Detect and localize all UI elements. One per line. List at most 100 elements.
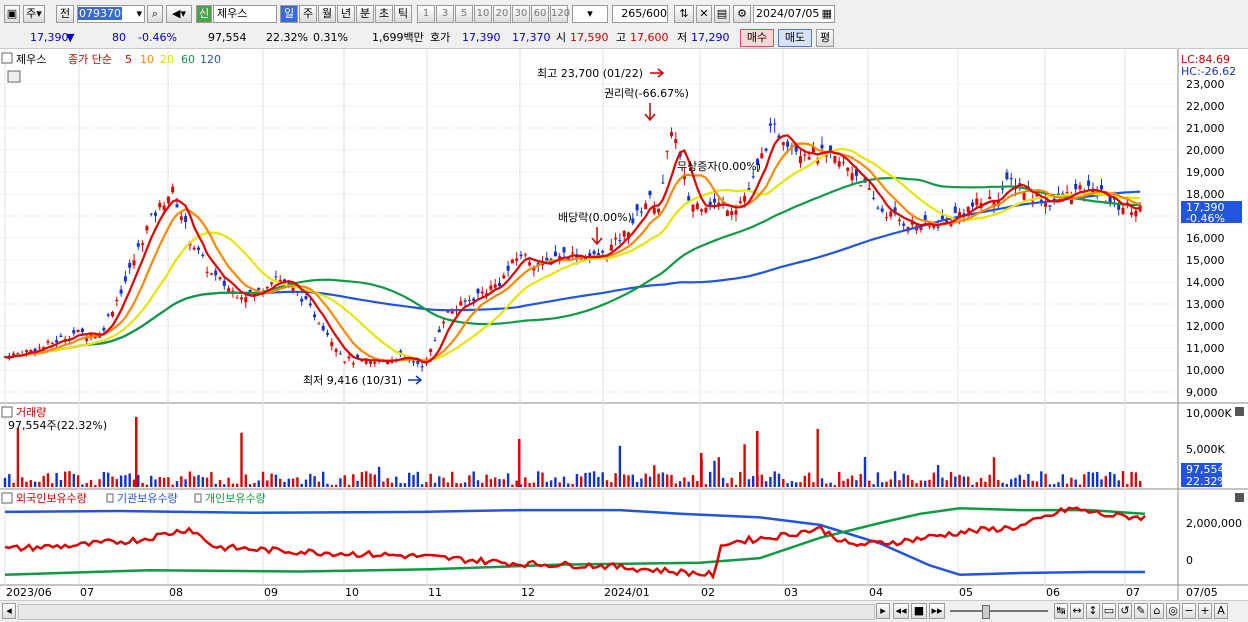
interval-tab-1[interactable]: 3 — [436, 5, 454, 23]
chart-icon[interactable]: ▣ — [4, 5, 20, 23]
interval-tab-7[interactable]: 120 — [550, 5, 570, 23]
x-axis-label: 12 — [521, 586, 535, 599]
period-tab-4[interactable]: 분 — [356, 5, 374, 23]
volume-bar — [489, 479, 493, 487]
period-tab-3[interactable]: 년 — [337, 5, 355, 23]
volume-bar — [889, 479, 892, 487]
rewind-icon[interactable]: ◂◂ — [893, 603, 909, 619]
sell-button[interactable]: 매도 — [778, 29, 812, 47]
volume-bar — [850, 475, 854, 487]
mode-week-dropdown[interactable]: 주▾ — [23, 5, 45, 23]
mode-all-button[interactable]: 전 — [56, 5, 74, 23]
zoom-slider[interactable] — [950, 610, 1048, 612]
volume-bar — [906, 475, 910, 487]
volume-bar — [945, 480, 948, 487]
candle-body — [1022, 192, 1026, 200]
volume-bar — [949, 472, 953, 487]
tool-7-icon[interactable]: ⌂ — [1150, 603, 1164, 619]
zoom-out-icon[interactable]: − — [1182, 603, 1196, 619]
volume-bar — [214, 483, 217, 487]
candle-body — [442, 321, 446, 324]
candle-body — [313, 314, 317, 318]
candle-body — [506, 265, 510, 271]
scroll-left-icon[interactable]: ◂ — [2, 603, 16, 619]
chart-area[interactable]: 23,00022,00021,00020,00019,00018,00017,0… — [0, 49, 1248, 600]
candle-body — [274, 276, 278, 278]
volume-bar — [1048, 484, 1052, 487]
panel-menu-icon[interactable] — [1, 52, 13, 64]
ma-legend-5: 5 — [125, 53, 132, 66]
crosshair-icon[interactable]: ✕ — [696, 5, 712, 23]
compare-icon[interactable]: ⇅ — [674, 5, 694, 23]
scroll-right-icon[interactable]: ▸ — [876, 603, 890, 619]
save-icon[interactable]: ▤ — [714, 5, 730, 23]
interval-tab-6[interactable]: 60 — [531, 5, 549, 23]
search-icon[interactable]: ⌕ — [147, 5, 163, 23]
text-tool-icon[interactable]: A — [1214, 603, 1228, 619]
candle-body — [123, 276, 127, 282]
candle-body — [166, 196, 170, 204]
volume-info: 97,554주(22.32%) — [8, 419, 107, 432]
buy-button[interactable]: 매수 — [740, 29, 774, 47]
stop-icon[interactable]: ■ — [911, 603, 927, 619]
gear-icon[interactable]: ⚙ — [733, 5, 751, 23]
volume-bar — [588, 472, 591, 487]
zoom-in-icon[interactable]: + — [1198, 603, 1212, 619]
interval-tab-3[interactable]: 10 — [474, 5, 492, 23]
tool-3-icon[interactable]: ↕ — [1086, 603, 1100, 619]
volume-panel-close-icon[interactable] — [1235, 407, 1244, 416]
speaker-icon[interactable]: ◀▾ — [166, 5, 192, 23]
candle-body — [674, 139, 678, 144]
period-tab-6[interactable]: 틱 — [394, 5, 412, 23]
tool-6-icon[interactable]: ✎ — [1134, 603, 1148, 619]
low-arrow-icon — [408, 375, 423, 385]
ma-legend-10: 10 — [140, 53, 154, 66]
volume-bar — [734, 484, 738, 487]
volume-bar — [730, 477, 733, 487]
interval-tab-5[interactable]: 30 — [512, 5, 530, 23]
period-tab-0[interactable]: 일 — [280, 5, 298, 23]
volume-bar — [786, 483, 789, 487]
tool-2-icon[interactable]: ↔ — [1070, 603, 1084, 619]
calendar-icon[interactable]: ▦ — [821, 7, 832, 20]
stock-code-input[interactable]: 079370 ▾ — [77, 5, 145, 23]
volume-bar — [842, 480, 845, 487]
interval-tab-0[interactable]: 1 — [417, 5, 435, 23]
holding-panel-menu-icon[interactable] — [1, 492, 13, 504]
zoom-slider-handle[interactable] — [982, 605, 990, 619]
volume-bar — [408, 472, 411, 487]
period-tab-5[interactable]: 초 — [375, 5, 393, 23]
interval-dropdown[interactable]: ▾ — [572, 5, 608, 23]
volume-bar — [360, 472, 364, 487]
holding-panel-close-icon[interactable] — [1235, 493, 1244, 502]
chevron-down-icon[interactable]: ▾ — [136, 7, 142, 20]
volume-bar — [137, 474, 140, 487]
horizontal-scrollbar[interactable] — [18, 604, 875, 620]
period-tab-1[interactable]: 주 — [299, 5, 317, 23]
volume-bar — [261, 471, 265, 487]
tool-8-icon[interactable]: ◎ — [1166, 603, 1180, 619]
fast-forward-icon[interactable]: ▸▸ — [929, 603, 945, 619]
candle-body — [192, 247, 196, 250]
date-input[interactable]: 2024/07/05 ▦ — [753, 5, 835, 23]
volume-bar — [644, 473, 647, 487]
volume-bar — [270, 473, 273, 487]
eval-button[interactable]: 평 — [816, 29, 834, 47]
volume-bar — [201, 477, 204, 487]
interval-tab-2[interactable]: 5 — [455, 5, 473, 23]
candle-body — [867, 188, 871, 190]
stock-name-field[interactable]: 제우스 — [213, 5, 277, 23]
interval-tab-4[interactable]: 20 — [493, 5, 511, 23]
chart-canvas[interactable]: 23,00022,00021,00020,00019,00018,00017,0… — [0, 49, 1248, 600]
volume-bar — [958, 474, 961, 487]
tool-5-icon[interactable]: ↺ — [1118, 603, 1132, 619]
volume-bar — [592, 471, 596, 487]
count-input[interactable]: 265/600 — [612, 5, 668, 23]
volume-panel-menu-icon[interactable] — [1, 406, 13, 418]
tool-1-icon[interactable]: ↹ — [1054, 603, 1068, 619]
volume-bar — [984, 481, 987, 487]
candle-body — [691, 204, 695, 212]
tool-4-icon[interactable]: ▭ — [1102, 603, 1116, 619]
grid-toggle-icon[interactable] — [7, 70, 21, 83]
period-tab-2[interactable]: 월 — [318, 5, 336, 23]
